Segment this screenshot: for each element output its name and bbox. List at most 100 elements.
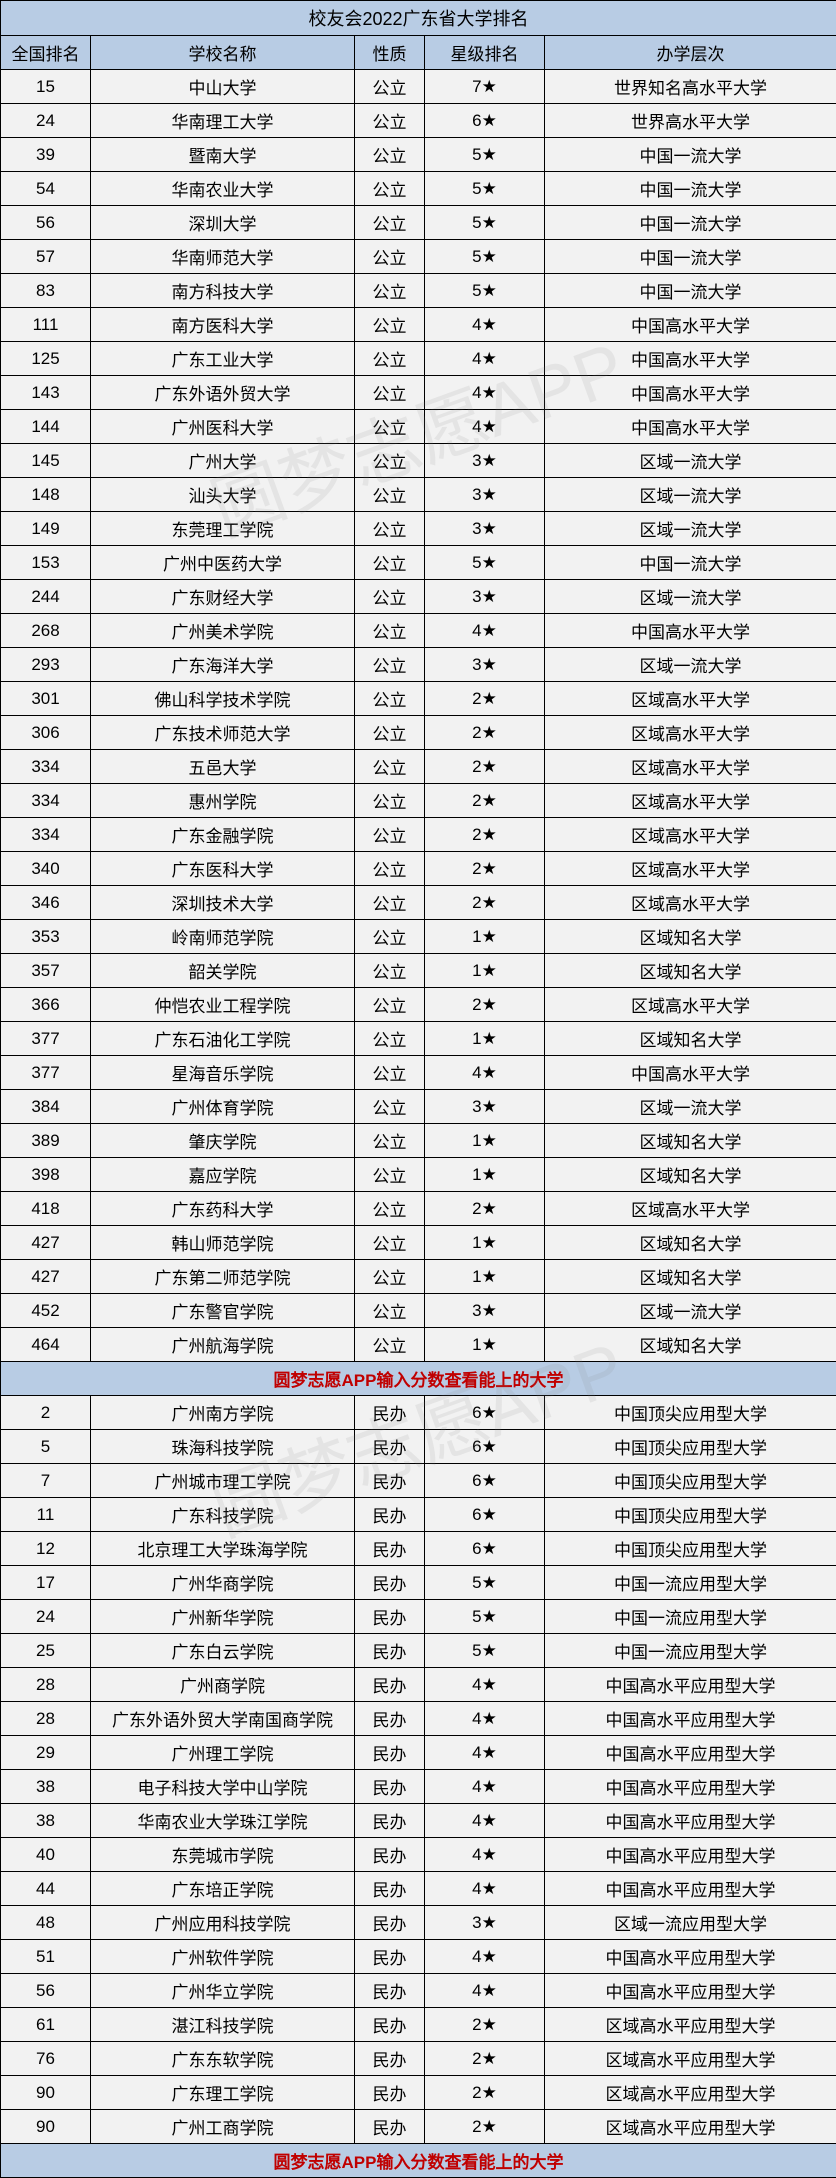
cell-rank: 464 bbox=[1, 1328, 91, 1362]
cell-type: 公立 bbox=[355, 920, 425, 954]
table-row: 148汕头大学公立3★区域一流大学 bbox=[1, 478, 836, 512]
table-row: 17广州华商学院民办5★中国一流应用型大学 bbox=[1, 1566, 836, 1600]
cell-name: 北京理工大学珠海学院 bbox=[91, 1532, 355, 1566]
table-row: 76广东东软学院民办2★区域高水平应用型大学 bbox=[1, 2042, 836, 2076]
cell-rank: 48 bbox=[1, 1906, 91, 1940]
table-row: 346深圳技术大学公立2★区域高水平大学 bbox=[1, 886, 836, 920]
cell-name: 深圳技术大学 bbox=[91, 886, 355, 920]
table-row: 38电子科技大学中山学院民办4★中国高水平应用型大学 bbox=[1, 1770, 836, 1804]
table-row: 15中山大学公立7★世界知名高水平大学 bbox=[1, 70, 836, 104]
cell-level: 区域高水平应用型大学 bbox=[545, 2042, 836, 2076]
table-row: 111南方医科大学公立4★中国高水平大学 bbox=[1, 308, 836, 342]
cell-type: 公立 bbox=[355, 410, 425, 444]
cell-level: 区域高水平大学 bbox=[545, 988, 836, 1022]
cell-rank: 268 bbox=[1, 614, 91, 648]
cell-type: 公立 bbox=[355, 1090, 425, 1124]
cell-rank: 340 bbox=[1, 852, 91, 886]
cell-star: 4★ bbox=[425, 614, 545, 648]
cell-type: 公立 bbox=[355, 988, 425, 1022]
cell-star: 2★ bbox=[425, 988, 545, 1022]
table-row: 24华南理工大学公立6★世界高水平大学 bbox=[1, 104, 836, 138]
cell-rank: 427 bbox=[1, 1226, 91, 1260]
cell-type: 公立 bbox=[355, 546, 425, 580]
cell-name: 华南农业大学 bbox=[91, 172, 355, 206]
cell-type: 公立 bbox=[355, 240, 425, 274]
table-row: 28广东外语外贸大学南国商学院民办4★中国高水平应用型大学 bbox=[1, 1702, 836, 1736]
cell-star: 1★ bbox=[425, 1328, 545, 1362]
cell-level: 中国高水平应用型大学 bbox=[545, 1974, 836, 2008]
cell-rank: 353 bbox=[1, 920, 91, 954]
cell-name: 广东培正学院 bbox=[91, 1872, 355, 1906]
cell-rank: 40 bbox=[1, 1838, 91, 1872]
cell-rank: 148 bbox=[1, 478, 91, 512]
cell-star: 5★ bbox=[425, 240, 545, 274]
cell-rank: 61 bbox=[1, 2008, 91, 2042]
cell-rank: 56 bbox=[1, 206, 91, 240]
cell-level: 中国高水平应用型大学 bbox=[545, 1736, 836, 1770]
table-row: 57华南师范大学公立5★中国一流大学 bbox=[1, 240, 836, 274]
cell-level: 区域高水平大学 bbox=[545, 1192, 836, 1226]
cell-level: 中国高水平应用型大学 bbox=[545, 1770, 836, 1804]
table-row: 145广州大学公立3★区域一流大学 bbox=[1, 444, 836, 478]
cell-name: 华南理工大学 bbox=[91, 104, 355, 138]
table-row: 377星海音乐学院公立4★中国高水平大学 bbox=[1, 1056, 836, 1090]
cell-name: 广州大学 bbox=[91, 444, 355, 478]
cell-type: 公立 bbox=[355, 308, 425, 342]
column-header: 学校名称 bbox=[91, 36, 355, 70]
cell-level: 中国高水平应用型大学 bbox=[545, 1872, 836, 1906]
cell-type: 公立 bbox=[355, 172, 425, 206]
cell-level: 中国高水平大学 bbox=[545, 376, 836, 410]
cell-name: 广州中医药大学 bbox=[91, 546, 355, 580]
cell-level: 区域知名大学 bbox=[545, 1158, 836, 1192]
cell-type: 公立 bbox=[355, 104, 425, 138]
cell-level: 中国顶尖应用型大学 bbox=[545, 1498, 836, 1532]
cell-rank: 24 bbox=[1, 104, 91, 138]
cell-level: 中国高水平应用型大学 bbox=[545, 1702, 836, 1736]
cell-name: 韩山师范学院 bbox=[91, 1226, 355, 1260]
cell-type: 民办 bbox=[355, 1600, 425, 1634]
cell-star: 4★ bbox=[425, 376, 545, 410]
cell-type: 公立 bbox=[355, 1192, 425, 1226]
cell-type: 民办 bbox=[355, 1974, 425, 2008]
cell-type: 民办 bbox=[355, 2076, 425, 2110]
cell-name: 广东第二师范学院 bbox=[91, 1260, 355, 1294]
cell-type: 公立 bbox=[355, 1260, 425, 1294]
cell-star: 3★ bbox=[425, 478, 545, 512]
cell-level: 区域高水平应用型大学 bbox=[545, 2076, 836, 2110]
cell-level: 中国一流大学 bbox=[545, 546, 836, 580]
cell-name: 嘉应学院 bbox=[91, 1158, 355, 1192]
cell-level: 区域知名大学 bbox=[545, 1226, 836, 1260]
cell-type: 民办 bbox=[355, 1566, 425, 1600]
table-row: 334广东金融学院公立2★区域高水平大学 bbox=[1, 818, 836, 852]
table-row: 24广州新华学院民办5★中国一流应用型大学 bbox=[1, 1600, 836, 1634]
cell-level: 区域一流大学 bbox=[545, 1294, 836, 1328]
cell-name: 五邑大学 bbox=[91, 750, 355, 784]
table-row: 353岭南师范学院公立1★区域知名大学 bbox=[1, 920, 836, 954]
cell-star: 4★ bbox=[425, 1804, 545, 1838]
cell-level: 区域知名大学 bbox=[545, 1260, 836, 1294]
cell-rank: 90 bbox=[1, 2110, 91, 2144]
cell-name: 广东工业大学 bbox=[91, 342, 355, 376]
cell-level: 区域知名大学 bbox=[545, 954, 836, 988]
cell-name: 惠州学院 bbox=[91, 784, 355, 818]
table-row: 334惠州学院公立2★区域高水平大学 bbox=[1, 784, 836, 818]
cell-level: 中国高水平应用型大学 bbox=[545, 1838, 836, 1872]
cell-name: 广州体育学院 bbox=[91, 1090, 355, 1124]
cell-star: 1★ bbox=[425, 1124, 545, 1158]
cell-star: 5★ bbox=[425, 546, 545, 580]
cell-name: 暨南大学 bbox=[91, 138, 355, 172]
cell-star: 6★ bbox=[425, 1430, 545, 1464]
cell-rank: 389 bbox=[1, 1124, 91, 1158]
cell-name: 星海音乐学院 bbox=[91, 1056, 355, 1090]
table-row: 301佛山科学技术学院公立2★区域高水平大学 bbox=[1, 682, 836, 716]
table-row: 357韶关学院公立1★区域知名大学 bbox=[1, 954, 836, 988]
cell-star: 5★ bbox=[425, 172, 545, 206]
cell-name: 广东石油化工学院 bbox=[91, 1022, 355, 1056]
cell-rank: 54 bbox=[1, 172, 91, 206]
cell-name: 广东外语外贸大学南国商学院 bbox=[91, 1702, 355, 1736]
cell-star: 5★ bbox=[425, 274, 545, 308]
cell-type: 公立 bbox=[355, 886, 425, 920]
cell-rank: 15 bbox=[1, 70, 91, 104]
cell-level: 区域高水平大学 bbox=[545, 716, 836, 750]
cell-rank: 301 bbox=[1, 682, 91, 716]
